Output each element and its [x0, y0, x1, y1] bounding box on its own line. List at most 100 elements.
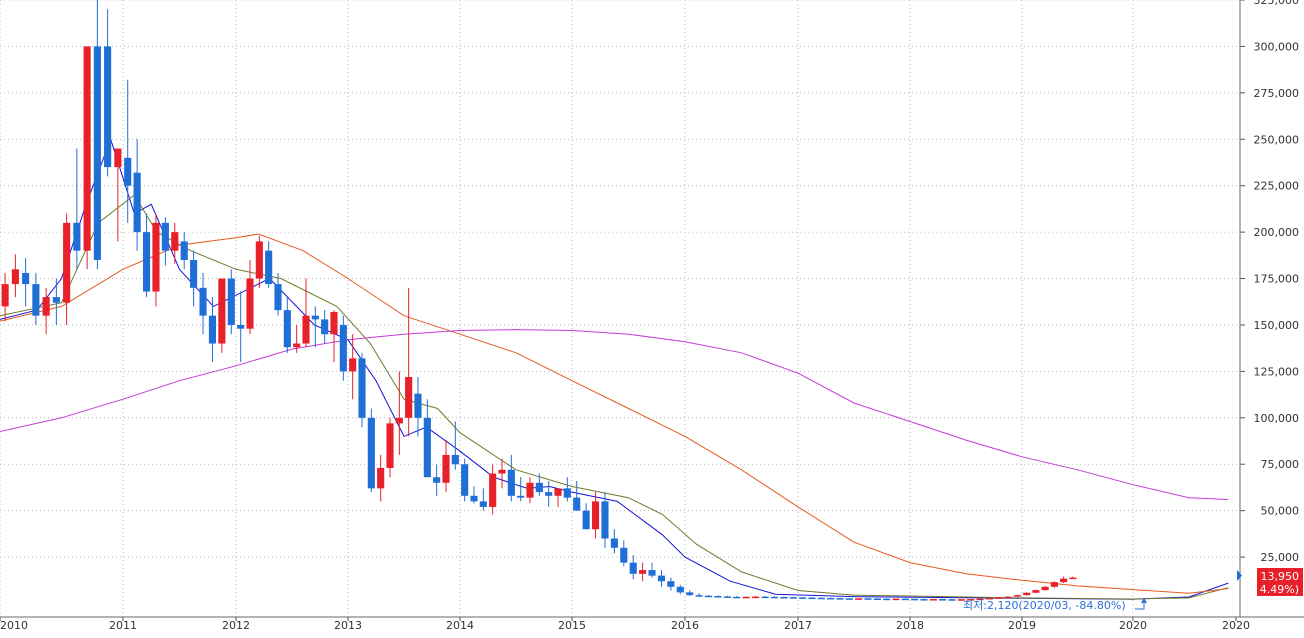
candle-body — [265, 250, 273, 285]
candle-body — [591, 501, 600, 530]
candle — [22, 258, 30, 307]
candle-body — [349, 358, 357, 372]
candle — [1023, 592, 1031, 596]
candle — [864, 597, 872, 600]
candle-body — [274, 284, 282, 311]
y-tick-label: 25,000 — [1261, 551, 1300, 564]
candle — [237, 291, 245, 363]
candle-body — [799, 597, 807, 599]
candle — [479, 488, 487, 511]
candle — [227, 269, 235, 335]
candle-body — [414, 393, 422, 418]
candle — [620, 540, 628, 567]
candle-body — [1023, 592, 1031, 596]
y-tick-label: 150,000 — [1254, 319, 1300, 332]
labels: 최저:2,120(2020/03, -84.80%) 13,950 ( 4.49… — [963, 568, 1303, 612]
candle-body — [939, 599, 947, 601]
candle — [704, 595, 713, 598]
candle — [142, 213, 151, 298]
candle-body — [377, 467, 385, 489]
candle — [799, 597, 807, 599]
y-tick-label: 75,000 — [1261, 458, 1300, 471]
candle — [1013, 594, 1021, 598]
x-tick-label: 2020 — [1222, 619, 1250, 632]
candle — [190, 250, 198, 307]
candle-body — [386, 423, 394, 468]
candle-body — [152, 222, 160, 292]
candle — [218, 278, 226, 353]
candle-body — [995, 597, 1003, 599]
candle-body — [1013, 595, 1021, 597]
candle-body — [142, 232, 151, 292]
candle-body — [302, 315, 310, 344]
candle-body — [507, 469, 515, 496]
candle-body — [180, 241, 188, 260]
candle — [321, 310, 329, 344]
candle-body — [704, 595, 713, 598]
candle — [302, 278, 310, 348]
candle — [161, 217, 169, 266]
candle — [104, 9, 112, 177]
candle — [591, 492, 600, 539]
candle-body — [479, 501, 487, 507]
candle-body — [714, 596, 722, 598]
candle — [582, 503, 590, 530]
candle-body — [733, 596, 741, 599]
candle — [892, 598, 900, 601]
candle-body — [433, 477, 441, 483]
x-tick-label: 2020 — [1119, 619, 1147, 632]
candle — [470, 486, 478, 504]
x-tick-label: 2015 — [558, 619, 586, 632]
candle — [827, 597, 835, 600]
candle-body — [423, 417, 431, 478]
candle — [995, 597, 1003, 599]
candle — [545, 480, 553, 507]
current-price-tag: 13,950 ( 4.49%) — [1237, 568, 1303, 596]
candle — [274, 272, 282, 316]
ma-short-line — [0, 137, 1229, 600]
candle — [423, 399, 431, 478]
candle — [714, 595, 722, 598]
candle-body — [723, 596, 731, 598]
candle-body — [648, 570, 656, 576]
candle-body — [761, 596, 769, 599]
current-price-box — [1257, 568, 1303, 596]
candle-body — [1050, 582, 1058, 587]
candle-body — [63, 222, 71, 303]
candle-body — [237, 324, 245, 329]
candle — [1032, 589, 1040, 594]
candle — [939, 598, 947, 601]
candle-body — [199, 287, 207, 316]
candle-body — [545, 492, 553, 496]
candle — [330, 310, 338, 363]
candle-body — [208, 315, 217, 344]
candle-body — [330, 311, 338, 335]
x-tick-label: 2014 — [446, 619, 474, 632]
candle-body — [535, 482, 543, 493]
candle — [733, 596, 741, 599]
candle — [283, 297, 291, 353]
candle-body — [1069, 577, 1077, 580]
min-annotation-arrowhead — [1141, 598, 1147, 603]
candle — [73, 148, 81, 270]
candle-body — [789, 597, 797, 599]
candle-body — [339, 324, 347, 372]
candle-body — [601, 501, 609, 539]
candle-body — [11, 269, 19, 285]
candle — [610, 529, 618, 554]
candle — [32, 272, 40, 325]
y-tick-label: 175,000 — [1254, 273, 1300, 286]
change-percent-label: ( 4.49%) — [1252, 583, 1299, 596]
candle-body — [171, 232, 179, 251]
x-tick-label: 2017 — [784, 619, 812, 632]
candle-body — [451, 454, 459, 465]
candle-body — [920, 599, 928, 601]
candle — [52, 278, 60, 325]
candle-body — [42, 297, 50, 316]
current-price-label: 13,950 — [1261, 570, 1300, 583]
candle — [152, 213, 160, 307]
candle-body — [93, 46, 101, 260]
candle — [1041, 585, 1049, 591]
candle-body — [1004, 596, 1012, 599]
